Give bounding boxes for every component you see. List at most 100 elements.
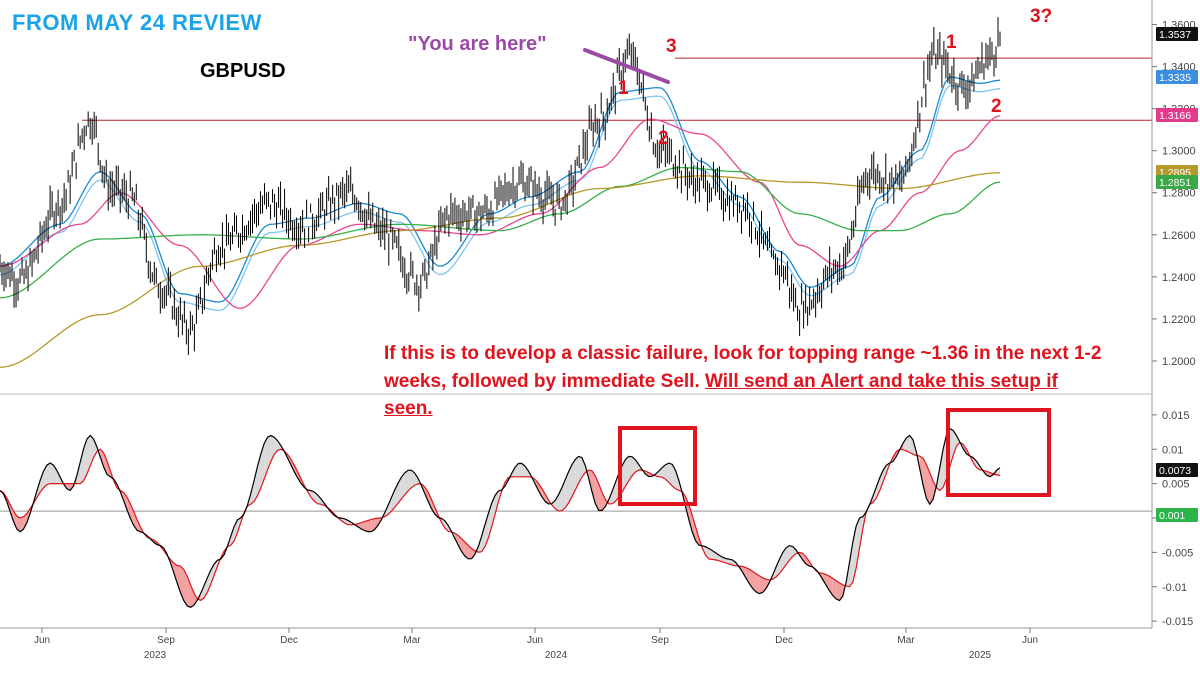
osc-fill-segment — [56, 470, 61, 484]
osc-fill-segment — [277, 440, 281, 451]
osc-tick-label: -0.005 — [1162, 547, 1193, 559]
osc-fill-segment — [83, 438, 87, 481]
x-year-label: 2025 — [969, 650, 992, 661]
osc-fill-segment — [903, 437, 907, 451]
price-tick-label: 1.2200 — [1162, 314, 1196, 326]
x-year-label: 2023 — [144, 650, 167, 661]
x-axis: Jun Sep Dec Mar Jun Sep Dec Mar Jun 2023 2024 2025 — [0, 627, 1152, 661]
osc-fill-segment — [836, 580, 840, 601]
osc-fill-segment — [919, 456, 924, 486]
osc-fill-segment — [625, 456, 629, 487]
x-tick-label: Sep — [651, 635, 669, 646]
osc-fill-segment — [745, 567, 750, 584]
x-tick-label: Jun — [1022, 635, 1038, 646]
osc-tick-label: -0.01 — [1162, 582, 1187, 594]
osc-fill-segment — [387, 497, 392, 515]
osc-fill-segment — [602, 492, 606, 511]
osc-fill-segment — [635, 459, 639, 473]
highlight-box-right — [946, 408, 1051, 497]
osc-fill-segment — [371, 518, 375, 532]
osc-fill-segment — [782, 547, 786, 570]
x-tick-label: Jun — [34, 635, 50, 646]
osc-fill-segment — [50, 463, 54, 484]
wave-label-2-right: 2 — [991, 96, 1002, 117]
wave-label-3q: 3? — [1030, 6, 1053, 27]
osc-fill-segment — [879, 470, 883, 491]
x-tick-label: Mar — [897, 635, 915, 646]
osc-fill-segment — [571, 459, 576, 497]
osc-fill-segment — [317, 495, 322, 505]
osc-fill-segment — [665, 463, 669, 483]
osc-fill-segment — [688, 505, 693, 533]
osc-fill-segment — [414, 473, 419, 486]
price-bars — [0, 17, 1001, 355]
osc-fill-segment — [521, 463, 526, 477]
x-tick-label: Dec — [775, 635, 793, 646]
osc-fill-segment — [578, 456, 582, 484]
osc-tick-label: 0.015 — [1162, 410, 1190, 422]
price-badge — [1156, 27, 1198, 41]
osc-fill-segment — [431, 499, 435, 515]
price-badge-label: 1.2851 — [1159, 177, 1191, 189]
osc-fill-segment — [668, 463, 673, 486]
ma-fast2-line — [0, 84, 1001, 312]
osc-fill-segment — [892, 451, 897, 462]
osc-fill-segment — [133, 511, 138, 531]
osc-fill-segment — [628, 456, 633, 481]
osc-fill-segment — [775, 559, 780, 578]
osc-fill-segment — [849, 542, 853, 587]
osc-fill-segment — [230, 526, 235, 546]
osc-fill-segment — [806, 556, 810, 567]
osc-fill-segment — [939, 449, 944, 491]
x-tick-label: Dec — [280, 635, 298, 646]
osc-badge — [1156, 508, 1198, 522]
osc-fill-segment — [103, 452, 108, 475]
x-tick-label: Mar — [403, 635, 421, 646]
price-panel-lines — [0, 57, 1152, 368]
osc-fill-segment — [458, 535, 462, 552]
osc-fill-segment — [953, 430, 957, 456]
osc-fill-segment — [193, 593, 198, 606]
osc-fill-segment — [190, 584, 194, 608]
oscillator-lines — [0, 427, 1001, 608]
osc-badge — [1156, 463, 1198, 477]
osc-fill-segment — [612, 482, 616, 504]
osc-fill-segment — [826, 574, 830, 591]
osc-fill-segment — [822, 573, 827, 586]
osc-fill-segment — [575, 456, 579, 490]
osc-fill-segment — [311, 490, 315, 502]
osc-fill-segment — [839, 582, 843, 601]
annotation-overlay — [583, 48, 1051, 506]
osc-fill-segment — [367, 519, 372, 532]
osc-fill-segment — [183, 569, 188, 606]
osc-fill-segment — [729, 559, 733, 566]
symbol-label: GBPUSD — [200, 60, 286, 82]
osc-fill-segment — [591, 470, 596, 504]
osc-fill-segment — [428, 492, 432, 509]
you-are-here-pointer — [583, 48, 670, 84]
price-tick-label: 1.2000 — [1162, 356, 1196, 368]
osc-tick-label: 0.005 — [1162, 479, 1190, 491]
osc-fill-segment — [464, 541, 469, 559]
osc-fill-segment — [785, 545, 790, 565]
ma_200-line — [0, 172, 1001, 368]
price-badge — [1156, 108, 1198, 122]
page-title: FROM MAY 24 REVIEW — [12, 10, 262, 35]
osc-fast-line — [0, 427, 1001, 608]
ma_slow-line — [0, 166, 1001, 299]
osc-fill-segment — [491, 495, 495, 528]
price-badge-label: 1.3335 — [1159, 72, 1191, 84]
osc-fill-segment — [755, 573, 760, 594]
osc-fill-segment — [856, 518, 860, 568]
osc-fill-segment — [484, 513, 489, 547]
osc-fill-segment — [494, 491, 499, 515]
osc-fill-segment — [260, 443, 265, 488]
osc-fill-segment — [481, 525, 485, 552]
osc-fill-segment — [692, 515, 696, 541]
price-badge — [1156, 70, 1198, 84]
wave-label-1-left: 1 — [618, 78, 629, 99]
osc-fill-segment — [568, 464, 572, 503]
osc-fill-segment — [832, 578, 837, 599]
